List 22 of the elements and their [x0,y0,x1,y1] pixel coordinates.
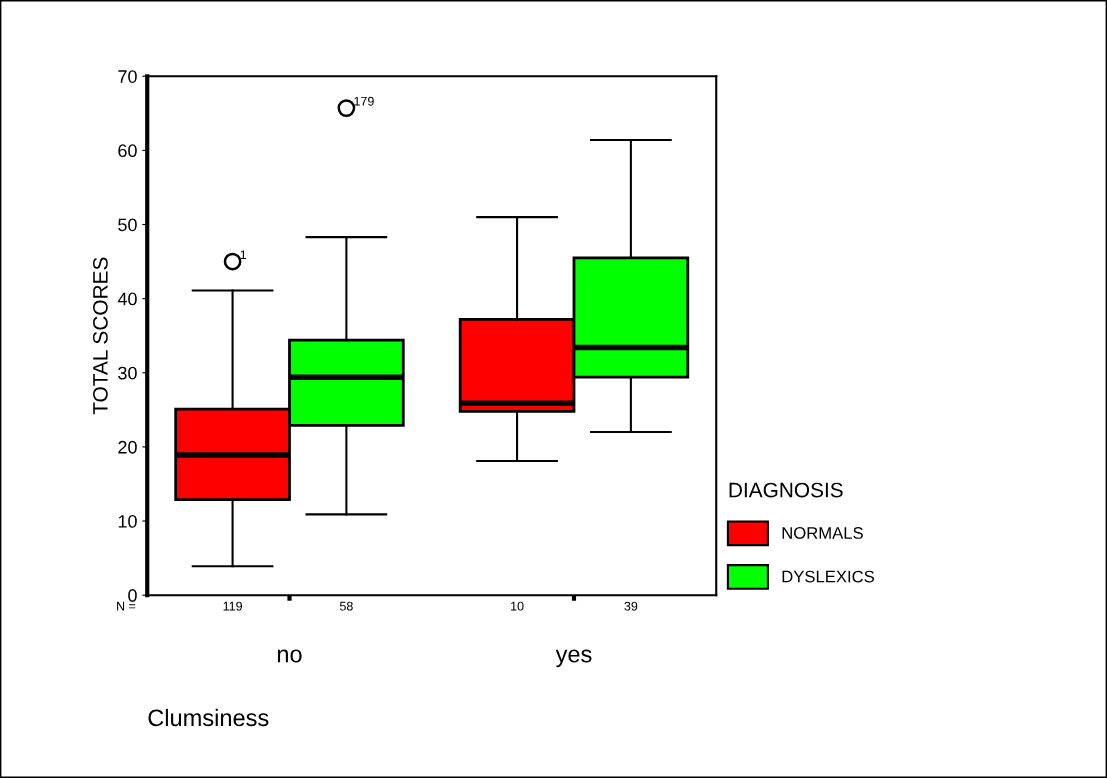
legend-title: DIAGNOSIS [729,482,843,498]
y-tick-label: 70 [118,70,137,83]
text: 39 [624,601,638,611]
legend-label: DYSLEXICS [782,570,875,583]
x-axis-title: Clumsiness [148,708,269,727]
y-tick-label: 30 [118,366,137,380]
annotation: 1 [240,250,247,259]
y-tick-label: 50 [118,218,137,232]
y-tick-label: 40 [117,292,137,306]
y-tick-label: 0 [128,589,137,602]
x-tick-label: yes [555,649,592,668]
text: 10 [511,601,524,611]
y-tick-label: 20 [118,440,137,454]
y-tick-label: 60 [118,144,137,158]
text: N = [117,601,136,611]
y-axis-title: TOTAL SCORES [93,257,108,415]
text: 119 [223,601,242,611]
y-tick-label: 10 [118,514,137,528]
x-tick-label: no [277,649,302,663]
legend-label: NORMALS [782,527,863,539]
text: 58 [339,601,353,611]
annotation: 179 [354,96,374,106]
